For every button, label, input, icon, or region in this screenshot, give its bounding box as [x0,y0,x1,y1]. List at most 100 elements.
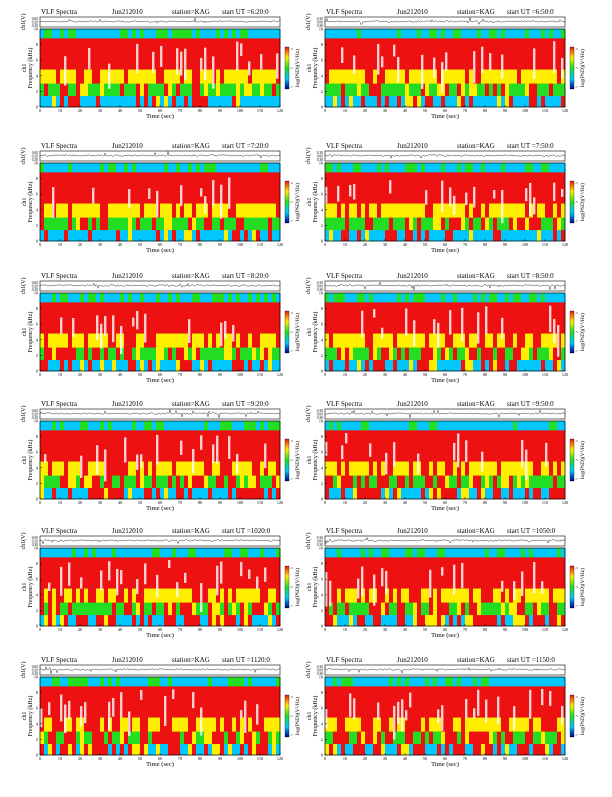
saturation-streak [276,53,278,78]
spectrogram-cell [361,348,365,361]
spectrogram-cell [373,218,377,231]
spectrogram-cell [481,316,485,333]
spectrogram-cell [88,444,92,461]
spectrogram-cell [108,732,112,745]
x-tick-label: 10 [343,372,347,377]
saturation-streak [521,571,523,595]
spectrogram-cell [413,230,417,241]
spectrogram-cell [152,589,156,603]
spectrogram-cell [345,334,349,348]
spectrogram-cell [501,430,505,444]
spectrogram-cell [56,700,60,717]
spectrogram-cell [349,430,353,444]
spectrogram-cell [60,204,64,218]
spectrogram-cell [481,218,485,231]
spectrogram-cell [441,334,445,348]
spectrogram-cell [120,421,124,431]
spectrogram-cell [421,462,425,476]
spectrogram-cell [108,348,112,361]
spectrogram-cell [172,548,176,558]
saturation-streak [72,318,74,337]
x-tick-label: 70 [178,242,182,247]
y-tick-label: 8 [36,690,38,695]
spectrogram-cell [473,230,477,241]
spectrogram-cell [244,70,248,84]
spectrogram-cell [228,732,232,745]
panel-title: VLF Spectra [41,8,78,16]
saturation-streak [184,573,186,583]
waveform-trace [40,410,280,418]
spectrogram-cell [68,84,72,97]
spectrogram-cell [144,700,148,717]
spectrogram-cell [72,744,76,755]
panel-title: VLF Spectra [41,527,78,535]
spectrogram-cell [172,96,176,107]
spectrogram-cell [509,488,513,499]
spectrogram-cell [140,603,144,616]
spectrogram-cell [124,348,128,361]
spectrogram-cell [361,744,365,755]
spectrogram-cell [549,29,553,39]
spectrogram-cell [425,430,429,444]
spectrogram-cell [501,29,505,39]
spectrogram-cell [196,700,200,717]
x-tick-label: 50 [423,627,427,632]
spectrogram-cell [357,421,361,431]
spectrogram-cell [357,548,361,558]
spectrogram-cell [493,84,497,97]
spectrogram-cell [537,430,541,444]
spectrogram-cell [272,700,276,717]
colorbar-tick-label: -3 [575,566,578,570]
spectrogram-cell [357,84,361,97]
spectrogram-cell [329,96,333,107]
spectrogram-cell [260,488,264,499]
spectrogram-cell [188,686,192,700]
spectrogram-cell [465,603,469,616]
colorbar-label: log(PSD)(V²/Hz) [294,183,301,221]
spectrogram-cell [541,29,545,39]
spectrogram-cell [168,571,172,588]
spectrogram-cell [449,84,453,97]
spectrogram-cell [345,589,349,603]
spectrogram-cell [361,444,365,461]
spectrogram-cell [148,557,152,571]
spectrogram-cell [421,677,425,687]
spectrogram-cell [389,744,393,755]
spectrogram-cell [44,476,48,489]
spectrogram-cell [353,302,357,316]
spectrogram-cell [52,430,56,444]
spectrogram-cell [248,172,252,186]
spectrogram-cell [357,186,361,203]
spectrogram-cell [108,96,112,107]
spectrogram-cell [80,316,84,333]
spectrogram-cell [136,218,140,231]
spectrogram-cell [124,302,128,316]
spectrogram-cell [132,589,136,603]
spectrogram-cell [365,316,369,333]
spectrogram-cell [537,360,541,371]
spectrogram-cell [252,615,256,626]
spectrogram-cell [441,677,445,687]
x-tick-label: 110 [257,242,263,247]
spectrogram-cell [517,163,521,173]
spectrogram-cell [497,571,501,588]
spectrogram-cell [369,84,373,97]
spectrogram-cell [208,732,212,745]
spectrogram-cell [525,218,529,231]
spectrogram-cell [337,718,341,732]
spectrogram-cell [377,360,381,371]
spectrogram-cell [96,302,100,316]
spectrogram-cell [489,421,493,431]
spectrogram-cell [557,488,561,499]
spectrogram-cell [96,348,100,361]
spectrogram-cell [148,230,152,241]
spectrogram-cell [52,29,56,39]
spectrogram-cell [325,172,329,186]
spectrogram-cell [513,70,517,84]
spectrogram-cell [377,444,381,461]
spectrogram-cell [485,70,489,84]
spectrogram-cell [509,589,513,603]
saturation-streak [325,572,327,607]
y-tick-label: 6 [36,58,38,63]
spectrogram-cell [144,718,148,732]
